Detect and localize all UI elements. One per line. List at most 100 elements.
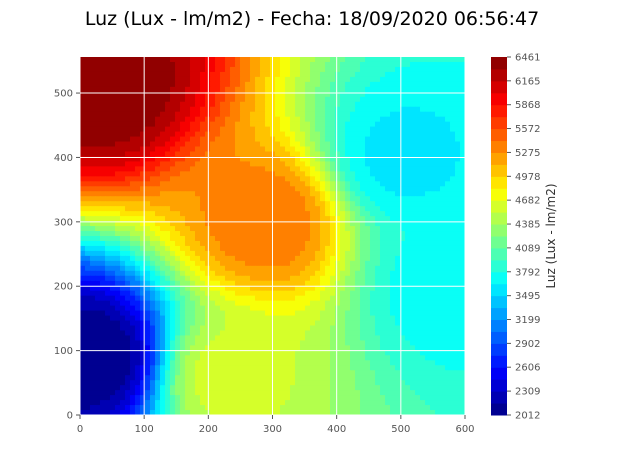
contour-cell: [130, 355, 136, 361]
contour-cell: [155, 186, 161, 192]
contour-cell: [330, 340, 336, 346]
contour-cell: [170, 275, 176, 282]
contour-cell: [310, 146, 316, 153]
contour-cell: [275, 186, 281, 192]
contour-cell: [170, 310, 176, 317]
contour-cell: [425, 310, 431, 317]
contour-cell: [195, 57, 201, 63]
contour-cell: [130, 216, 136, 222]
contour-cell: [120, 106, 126, 113]
contour-cell: [120, 290, 126, 297]
contour-cell: [100, 196, 106, 202]
contour-cell: [135, 255, 141, 262]
contour-cell: [125, 76, 131, 83]
contour-cell: [375, 375, 381, 381]
contour-cell: [130, 295, 136, 302]
contour-cell: [255, 141, 261, 148]
contour-cell: [190, 116, 196, 123]
contour-cell: [380, 325, 386, 332]
contour-cell: [90, 151, 96, 158]
contour-cell: [115, 340, 121, 346]
contour-cell: [440, 71, 446, 78]
contour-cell: [170, 96, 176, 103]
contour-cell: [330, 57, 336, 63]
contour-cell: [375, 290, 381, 297]
contour-cell: [445, 370, 451, 376]
contour-cell: [255, 350, 261, 356]
contour-cell: [135, 360, 141, 366]
contour-cell: [360, 345, 366, 351]
contour-cell: [95, 330, 101, 337]
contour-cell: [195, 181, 201, 187]
contour-cell: [265, 191, 271, 197]
contour-cell: [370, 216, 376, 222]
contour-cell: [400, 280, 406, 287]
contour-cell: [85, 285, 91, 292]
contour-cell: [355, 325, 361, 332]
contour-cell: [450, 171, 456, 177]
contour-cell: [230, 375, 236, 381]
contour-cell: [425, 350, 431, 356]
contour-cell: [420, 201, 426, 207]
contour-cell: [115, 310, 121, 317]
contour-cell: [430, 236, 436, 242]
contour-cell: [460, 305, 465, 312]
contour-cell: [420, 300, 426, 307]
contour-cell: [80, 71, 86, 78]
contour-cell: [225, 116, 231, 123]
contour-cell: [230, 310, 236, 317]
contour-cell: [140, 270, 146, 277]
contour-cell: [430, 315, 436, 322]
contour-cell: [310, 221, 316, 227]
contour-cell: [140, 315, 146, 322]
contour-cell: [445, 295, 451, 302]
contour-cell: [240, 151, 246, 158]
contour-cell: [160, 91, 166, 98]
contour-cell: [165, 335, 171, 342]
contour-cell: [210, 310, 216, 317]
contour-cell: [440, 275, 446, 282]
contour-cell: [130, 375, 136, 381]
contour-cell: [225, 375, 231, 381]
contour-cell: [425, 360, 431, 366]
contour-cell: [460, 161, 465, 167]
contour-cell: [150, 226, 156, 232]
contour-cell: [125, 211, 131, 217]
contour-cell: [190, 66, 196, 73]
contour-cell: [280, 360, 286, 366]
contour-cell: [360, 265, 366, 272]
contour-cell: [435, 236, 441, 242]
contour-cell: [200, 121, 206, 128]
contour-cell: [195, 206, 201, 212]
contour-cell: [350, 365, 356, 371]
contour-cell: [430, 186, 436, 192]
contour-cell: [455, 166, 461, 172]
contour-cell: [215, 201, 221, 207]
contour-cell: [410, 260, 416, 267]
contour-cell: [400, 236, 406, 242]
contour-cell: [190, 335, 196, 342]
contour-cell: [330, 131, 336, 138]
contour-cell: [230, 335, 236, 342]
contour-cell: [235, 131, 241, 138]
contour-cell: [105, 211, 111, 217]
contour-cell: [370, 191, 376, 197]
contour-cell: [335, 161, 341, 167]
contour-cell: [425, 355, 431, 361]
contour-cell: [90, 131, 96, 138]
contour-cell: [405, 156, 411, 163]
contour-cell: [105, 350, 111, 356]
contour-cell: [255, 86, 261, 93]
contour-cell: [175, 265, 181, 272]
contour-cell: [125, 131, 131, 138]
contour-cell: [330, 136, 336, 143]
contour-cell: [115, 91, 121, 98]
contour-cell: [395, 275, 401, 282]
contour-cell: [110, 181, 116, 187]
contour-cell: [210, 146, 216, 153]
contour-cell: [455, 315, 461, 322]
contour-cell: [85, 240, 91, 247]
contour-cell: [245, 201, 251, 207]
contour-cell: [195, 320, 201, 327]
contour-cell: [245, 270, 251, 277]
